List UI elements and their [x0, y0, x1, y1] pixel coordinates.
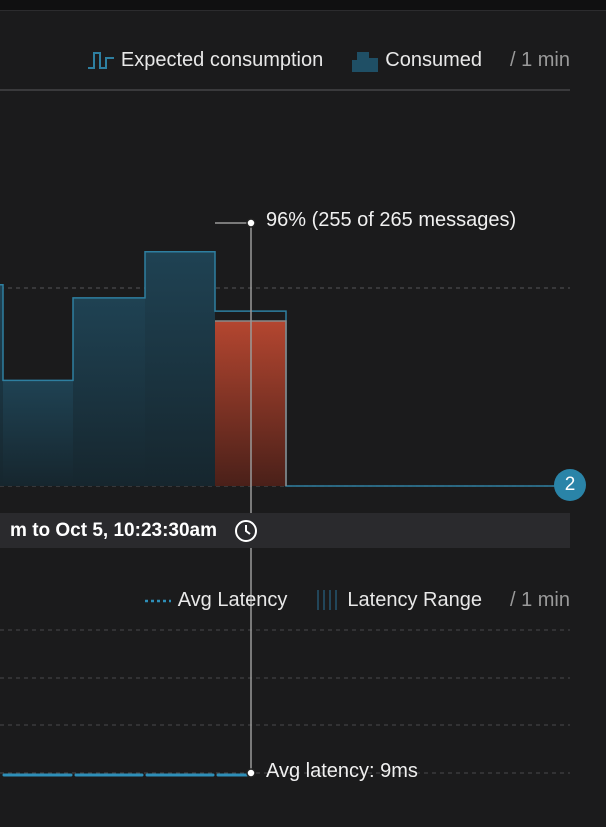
legend-label-expected: Expected consumption	[120, 48, 324, 71]
highlight-bar-outline	[215, 320, 287, 486]
event-count-badge[interactable]: 2	[554, 469, 586, 501]
legend-item-expected[interactable]: Expected consumption	[87, 49, 323, 72]
legend-item-latency-range[interactable]: Latency Range	[315, 589, 482, 612]
consumption-tooltip: 96% (255 of 265 messages)	[266, 209, 517, 231]
crosshair-point-latency	[246, 768, 256, 778]
legend-separator	[0, 89, 570, 91]
crosshair-point-consumption	[246, 218, 256, 228]
latency-legend-interval: / 1 min	[509, 588, 570, 611]
consumed-bar[interactable]	[145, 251, 215, 486]
time-range-text: m to Oct 5, 10:23:30am	[10, 520, 217, 541]
legend-label-consumed: Consumed	[385, 48, 482, 71]
legend-label-avg-latency: Avg Latency	[177, 588, 288, 611]
panel-top-border	[0, 0, 606, 11]
time-range-label: m to Oct 5, 10:23:30am	[0, 513, 217, 548]
consumed-bar[interactable]	[73, 297, 145, 486]
step-line-icon	[87, 52, 114, 69]
dotted-line-icon	[144, 599, 171, 603]
time-range-bar: m to Oct 5, 10:23:30am	[0, 513, 570, 548]
latency-legend: Avg Latency Latency Range / 1 min	[144, 585, 570, 615]
step-area-icon	[352, 52, 379, 72]
consumed-bar[interactable]	[0, 284, 3, 486]
legend-interval: / 1 min	[509, 48, 570, 71]
legend-item-avg-latency[interactable]: Avg Latency	[144, 588, 288, 612]
latency-tooltip: Avg latency: 9ms	[266, 760, 418, 782]
consumed-bar[interactable]	[3, 380, 73, 486]
vertical-bars-icon	[317, 590, 338, 610]
legend-label-latency-range: Latency Range	[347, 588, 482, 611]
clock-icon[interactable]	[233, 518, 259, 544]
legend-item-consumed[interactable]: Consumed	[351, 48, 482, 72]
consumption-legend: Expected consumption Consumed / 1 min	[87, 45, 570, 75]
